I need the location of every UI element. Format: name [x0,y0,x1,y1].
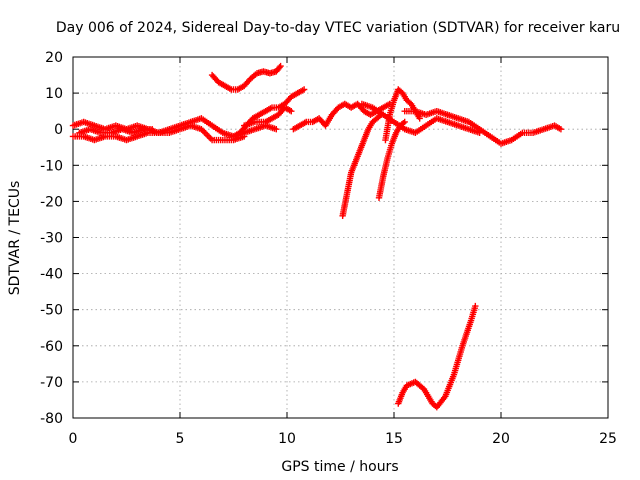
y-tick-label: -40 [40,267,63,283]
series-track-b [69,122,248,144]
y-tick-label: 10 [45,86,63,102]
data-marker [276,64,283,71]
x-tick-label: 20 [492,431,510,447]
series-track-h [339,111,385,220]
x-tick-label: 25 [599,431,617,447]
series-track-k [358,100,483,137]
y-tick-label: 0 [54,122,63,138]
data-point [416,115,423,122]
data-point [273,126,280,133]
y-axis-label: SDTVAR / TECUs [7,181,23,296]
y-tick-label: 20 [45,50,63,66]
series-track-m [395,302,479,411]
x-tick-label: 10 [278,431,296,447]
data-point [557,126,565,133]
data-point [277,62,284,70]
data-point [241,133,248,140]
axis-ticks [72,56,609,419]
series-track-e [230,86,308,140]
x-tick-label: 15 [385,431,403,447]
data-point [148,126,156,133]
y-tick-label: -60 [40,339,63,355]
series-track-c [76,126,156,137]
chart-title: Day 006 of 2024, Sidereal Day-to-day VTE… [56,20,620,36]
x-tick-label: 5 [176,431,185,447]
y-tick-label: -20 [40,194,63,210]
y-tick-label: -70 [40,375,63,391]
x-axis-label: GPS time / hours [281,459,398,475]
x-tick-label: 0 [69,431,78,447]
series-track-d [208,62,284,93]
data-series [69,62,565,411]
axis-tick-labels: 0 5 10 15 20 25 20 10 0 -10 -20 -30 -40 -50 -60 -70 -80 [40,50,617,447]
y-tick-label: -80 [40,411,63,427]
data-point [472,302,479,310]
series-track-f [241,104,295,129]
y-tick-label: -30 [40,231,63,247]
data-point [300,86,308,93]
y-tick-label: -10 [40,158,63,174]
grid [73,57,608,418]
series-track-j [382,86,423,144]
y-tick-label: -50 [40,303,63,319]
data-point [401,118,408,126]
data-point [288,107,295,115]
series-track-l [401,107,565,147]
